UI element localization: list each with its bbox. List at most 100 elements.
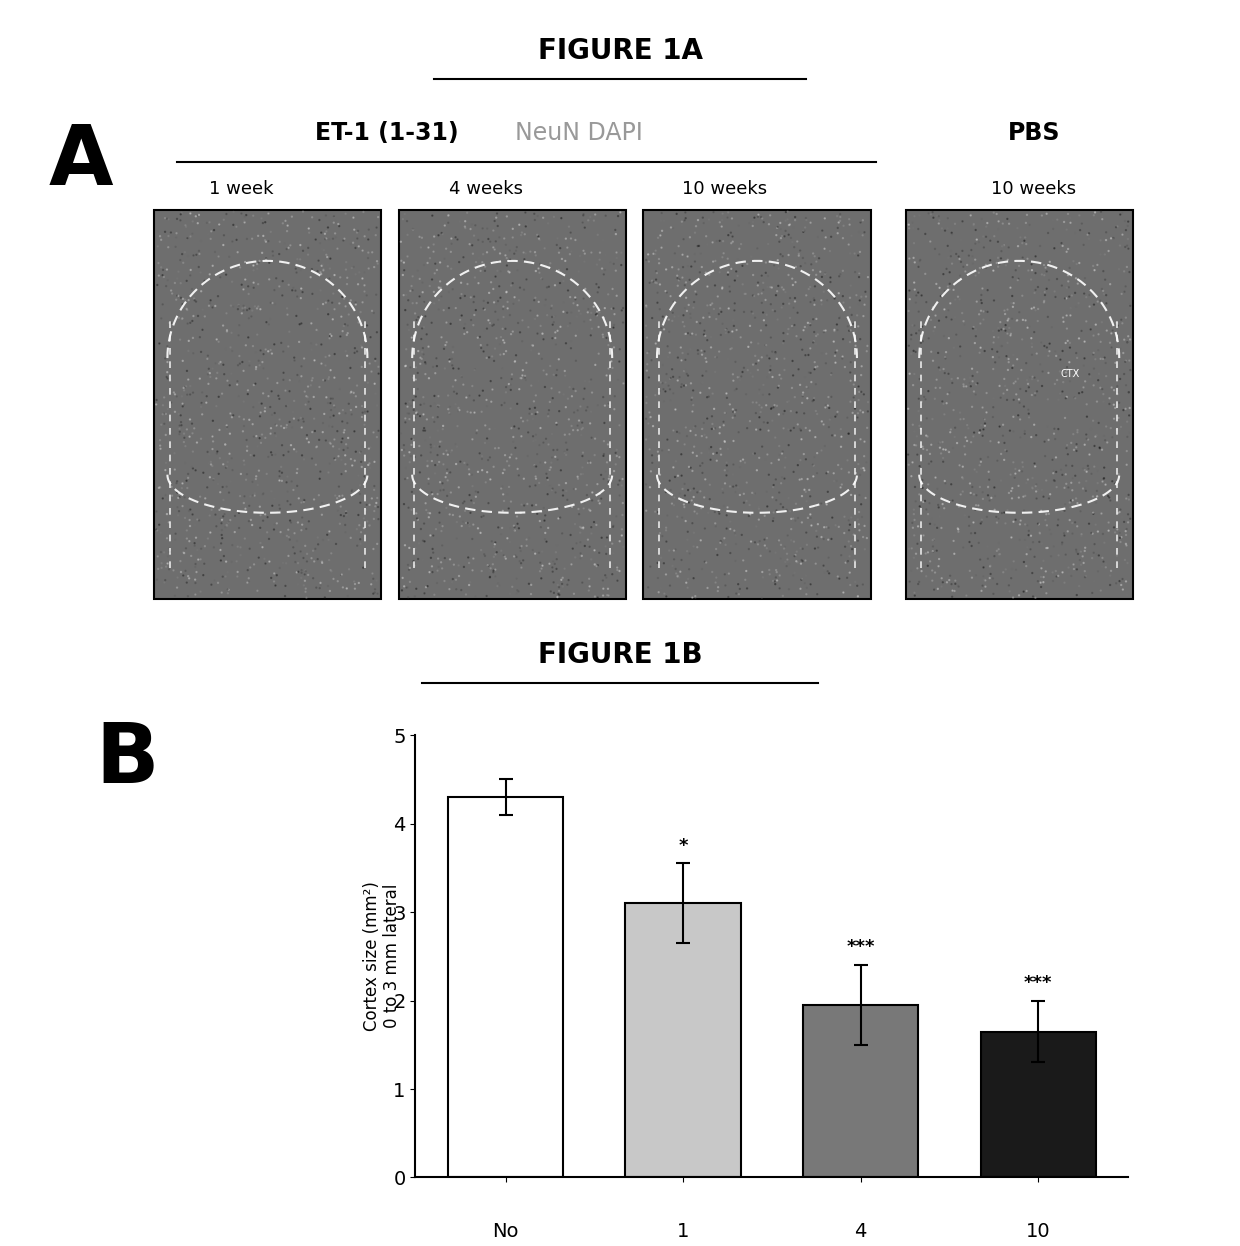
Point	[165, 460, 185, 480]
Point	[320, 249, 340, 269]
Point	[706, 348, 725, 368]
Point	[608, 559, 627, 579]
Point	[711, 531, 730, 551]
Point	[511, 226, 531, 245]
Point	[237, 573, 257, 593]
Point	[804, 243, 823, 263]
Point	[494, 307, 513, 326]
Point	[781, 520, 801, 540]
Point	[909, 572, 929, 592]
Point	[179, 331, 198, 351]
Point	[430, 253, 450, 273]
Point	[1019, 407, 1039, 427]
Point	[330, 280, 350, 300]
Point	[172, 394, 192, 414]
Point	[265, 576, 285, 596]
Point	[171, 273, 191, 293]
Point	[1118, 212, 1138, 232]
Point	[950, 455, 970, 475]
Point	[1022, 328, 1042, 348]
Point	[593, 231, 613, 250]
Point	[1052, 501, 1071, 521]
Point	[155, 485, 175, 505]
Point	[595, 245, 615, 265]
Point	[1068, 516, 1087, 536]
Point	[415, 430, 435, 450]
Point	[722, 208, 742, 228]
Point	[957, 431, 977, 451]
Point	[428, 436, 448, 456]
Point	[358, 243, 378, 263]
Point	[799, 508, 818, 528]
Point	[691, 481, 711, 501]
Point	[148, 569, 167, 589]
Point	[658, 348, 678, 368]
Point	[611, 300, 631, 320]
Point	[1112, 284, 1132, 304]
Point	[175, 242, 195, 262]
Point	[1061, 432, 1081, 452]
Point	[517, 410, 537, 430]
Point	[355, 275, 374, 295]
Point	[260, 222, 280, 242]
Point	[476, 586, 496, 606]
Point	[422, 313, 441, 333]
Point	[549, 475, 569, 495]
Point	[464, 548, 484, 568]
Point	[527, 404, 547, 424]
Point	[606, 285, 626, 305]
Point	[463, 235, 482, 255]
Point	[412, 319, 432, 339]
Point	[541, 356, 560, 376]
Point	[264, 563, 284, 583]
Point	[541, 299, 560, 319]
Point	[281, 512, 301, 532]
Point	[205, 221, 224, 240]
Point	[331, 307, 351, 326]
Point	[903, 375, 923, 395]
Point	[651, 211, 671, 231]
Point	[253, 483, 273, 503]
Point	[1110, 392, 1130, 412]
Point	[429, 502, 449, 522]
Point	[709, 231, 729, 250]
Point	[481, 273, 501, 293]
Point	[601, 351, 621, 371]
Point	[848, 404, 868, 424]
Point	[702, 294, 722, 314]
Point	[310, 263, 330, 283]
Point	[198, 528, 218, 548]
Point	[443, 569, 463, 589]
Point	[760, 206, 780, 226]
Point	[644, 272, 663, 292]
Point	[646, 240, 666, 260]
Point	[1066, 297, 1086, 316]
Point	[1120, 294, 1140, 314]
Point	[738, 419, 758, 439]
Point	[363, 303, 383, 323]
Point	[1022, 345, 1042, 365]
Point	[1047, 567, 1066, 587]
Point	[191, 582, 211, 602]
Point	[517, 536, 537, 556]
Point	[174, 253, 193, 273]
Point	[368, 207, 388, 227]
Point	[1110, 528, 1130, 548]
Point	[217, 415, 237, 435]
Point	[653, 379, 673, 399]
Point	[460, 234, 480, 254]
Point	[409, 287, 429, 307]
Point	[1069, 329, 1089, 349]
Point	[293, 507, 312, 527]
Point	[216, 435, 236, 455]
Point	[546, 275, 565, 295]
Point	[192, 320, 212, 340]
Point	[494, 491, 513, 511]
Point	[815, 436, 835, 456]
Point	[1032, 501, 1052, 521]
Point	[1014, 231, 1034, 250]
Point	[481, 558, 501, 578]
Point	[983, 407, 1003, 427]
Point	[1115, 237, 1135, 257]
Point	[1054, 365, 1074, 385]
